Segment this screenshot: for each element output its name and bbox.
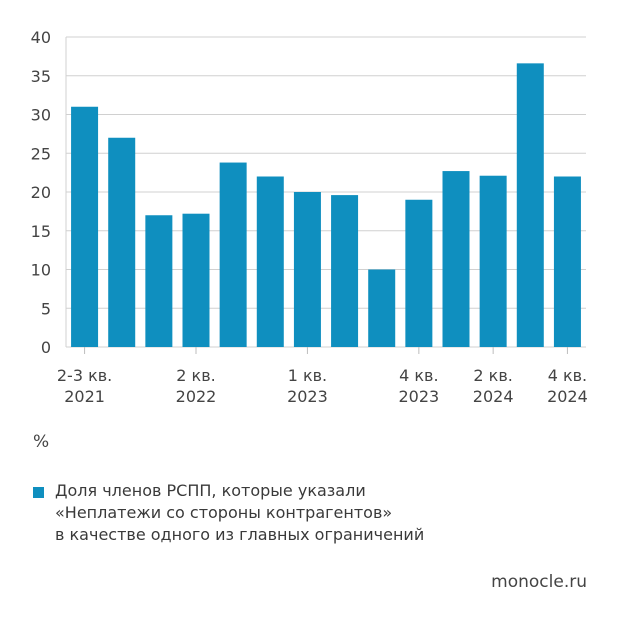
x-axis-ticks: 2-3 кв. 2021 2 кв. 2022 1 кв. 2023 4 кв. 2023 2 … xyxy=(57,347,588,406)
legend-line: «Неплатежи со стороны контрагентов» xyxy=(55,503,393,522)
legend-line: Доля членов РСПП, которые указали xyxy=(55,481,366,500)
x-tick-label: 2023 xyxy=(398,387,439,406)
x-tick-label: 1 кв. xyxy=(288,366,327,385)
bar xyxy=(331,195,359,347)
bar xyxy=(145,215,173,347)
bar xyxy=(256,176,284,347)
y-tick-label: 10 xyxy=(31,261,51,280)
x-tick-label: 2024 xyxy=(547,387,588,406)
grid-lines xyxy=(65,36,586,348)
source-label: monocle.ru xyxy=(491,572,587,592)
bar xyxy=(293,192,321,347)
x-tick-label: 4 кв. xyxy=(399,366,438,385)
unit-label: % xyxy=(33,432,50,452)
bar xyxy=(479,175,507,347)
y-axis-ticks: 0 5 10 15 20 25 30 35 40 xyxy=(31,28,51,357)
y-tick-label: 35 xyxy=(31,67,51,86)
x-tick-label: 2021 xyxy=(64,387,105,406)
y-tick-label: 5 xyxy=(41,299,51,318)
x-tick-label: 2024 xyxy=(473,387,514,406)
x-tick-label: 2022 xyxy=(176,387,217,406)
bars xyxy=(71,63,581,347)
x-tick-label: 2-3 кв. xyxy=(57,366,112,385)
bar xyxy=(405,199,433,347)
y-tick-label: 40 xyxy=(31,28,51,47)
x-tick-label: 4 кв. xyxy=(548,366,587,385)
bar xyxy=(71,106,99,347)
y-tick-label: 0 xyxy=(41,338,51,357)
bar xyxy=(442,171,470,347)
bar xyxy=(368,269,396,347)
bar xyxy=(553,176,581,347)
y-tick-label: 30 xyxy=(31,106,51,125)
x-tick-label: 2 кв. xyxy=(473,366,512,385)
legend-text: Доля членов РСПП, которые указали «Непла… xyxy=(55,480,593,546)
bar xyxy=(219,162,247,347)
bar xyxy=(182,213,210,347)
bar xyxy=(516,63,544,347)
y-tick-label: 15 xyxy=(31,222,51,241)
bar xyxy=(108,137,136,347)
y-tick-label: 20 xyxy=(31,183,51,202)
legend-line: в качестве одного из главных ограничений xyxy=(55,525,425,544)
y-tick-label: 25 xyxy=(31,144,51,163)
bar-chart: 0 5 10 15 20 25 30 35 40 2-3 кв. 2021 2 кв. 2022 1 к… xyxy=(31,28,588,406)
x-tick-label: 2023 xyxy=(287,387,328,406)
x-tick-label: 2 кв. xyxy=(176,366,215,385)
legend: Доля членов РСПП, которые указали «Непла… xyxy=(33,480,593,546)
legend-swatch xyxy=(33,487,44,498)
